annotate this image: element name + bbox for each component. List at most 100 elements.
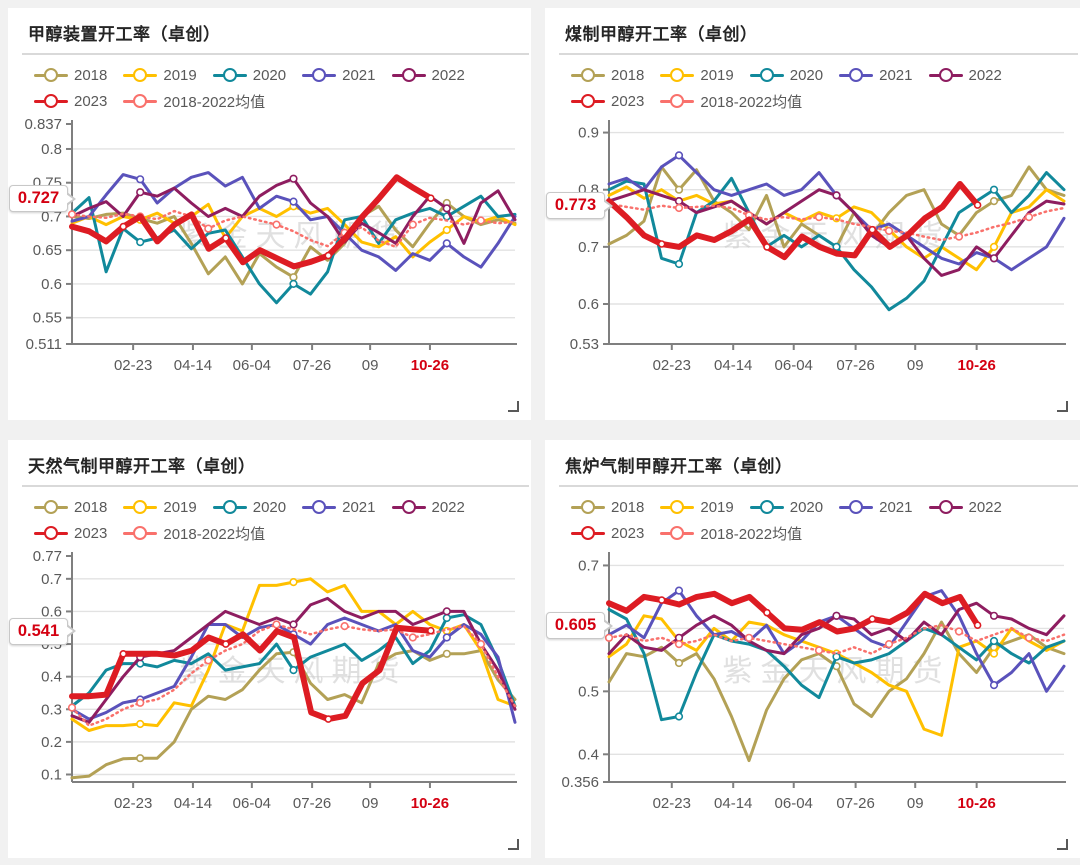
series-line-2018-2022均值[interactable] — [607, 202, 1066, 242]
legend-item-2021[interactable]: 2021 — [839, 67, 913, 84]
legend-item-2020[interactable]: 2020 — [212, 498, 287, 516]
series-line-2023[interactable] — [69, 624, 434, 723]
x-tick-label: 09 — [907, 795, 924, 812]
x-tick-label: 04-14 — [714, 357, 752, 374]
series-marker — [442, 239, 451, 248]
legend-item-2018[interactable]: 2018 — [34, 499, 107, 516]
legend-item-2022[interactable]: 2022 — [928, 498, 1002, 516]
legend-item-2023[interactable]: 2023 — [34, 93, 107, 110]
legend-item-2022[interactable]: 2022 — [391, 499, 465, 516]
legend-item-2021[interactable]: 2021 — [839, 499, 913, 516]
legend-item-2019[interactable]: 2019 — [123, 499, 197, 516]
resize-handle-icon[interactable] — [1057, 401, 1068, 412]
chart-area: 紫金天风期货 0.9 0.8 0.7 0.6 0.53 02-23 04-14 06-04 07-… — [545, 114, 1080, 420]
legend-item-2018-2022均值[interactable]: 2018-2022均值 — [123, 91, 265, 112]
legend-label: 2019 — [700, 498, 734, 516]
legend-label: 2021 — [342, 498, 376, 516]
legend-item-2020[interactable]: 2020 — [212, 67, 286, 84]
series-marker — [674, 658, 684, 668]
series-marker — [989, 254, 999, 263]
legend-label: 2022 — [968, 498, 1002, 516]
current-value-label: 0.773 — [546, 192, 613, 220]
legend-item-2018[interactable]: 2018 — [34, 67, 107, 84]
x-tick-label: 06-04 — [775, 357, 813, 374]
x-tick-label: 06-04 — [233, 357, 271, 374]
y-tick-label: 0.6 — [578, 296, 599, 313]
legend-marker-icon — [391, 500, 426, 514]
resize-handle-icon[interactable] — [1057, 839, 1068, 850]
series-marker — [324, 251, 333, 260]
legend-marker-icon — [839, 68, 874, 82]
legend-item-2021[interactable]: 2021 — [302, 498, 376, 516]
legend-item-2018[interactable]: 2018 — [571, 67, 644, 84]
series-marker — [136, 175, 145, 184]
series-marker — [604, 633, 614, 642]
legend-label: 2020 — [252, 498, 287, 516]
legend-label: 2018-2022均值 — [163, 93, 266, 111]
x-tick-label: 06-04 — [233, 795, 271, 812]
legend-label: 2018-2022均值 — [700, 93, 803, 111]
series-marker — [340, 621, 349, 631]
legend-item-2018-2022均值[interactable]: 2018-2022均值 — [660, 523, 802, 544]
legend-label: 2018-2022均值 — [163, 525, 266, 543]
legend-marker-icon — [928, 500, 963, 514]
series-marker — [868, 615, 877, 623]
series-marker — [868, 225, 877, 234]
series-marker — [763, 608, 771, 617]
series-line-2018-2022均值[interactable] — [607, 623, 1066, 655]
series-marker — [954, 627, 964, 636]
series-line-2018-2022均值[interactable] — [70, 209, 517, 249]
legend-marker-icon — [34, 94, 68, 108]
legend-row: 2023 2018-2022均值 — [571, 88, 1080, 114]
legend-item-2023[interactable]: 2023 — [34, 525, 107, 542]
legend-item-2019[interactable]: 2019 — [660, 67, 734, 84]
legend-item-2022[interactable]: 2022 — [928, 67, 1002, 84]
resize-handle-icon[interactable] — [508, 839, 519, 850]
legend-marker-icon — [212, 500, 247, 514]
resize-handle-icon[interactable] — [508, 401, 519, 412]
legend: 2018 2019 2020 2021 2022 2023 2018-2022均值 — [571, 494, 1080, 546]
legend-item-2019[interactable]: 2019 — [660, 498, 734, 516]
legend-item-2023[interactable]: 2023 — [571, 93, 644, 110]
legend-item-2020[interactable]: 2020 — [749, 499, 823, 516]
y-tick-label: 0.9 — [578, 125, 599, 142]
legend-item-2023[interactable]: 2023 — [571, 525, 644, 542]
series-marker — [442, 633, 451, 642]
series-line-2023[interactable] — [606, 590, 981, 635]
y-tick-label: 0.4 — [41, 669, 62, 686]
series-line-2023[interactable] — [69, 174, 434, 270]
y-tick-label: 0.356 — [561, 774, 599, 791]
chart-canvas: 紫金天风期货0.70.60.50.40.35602-2304-1406-0407… — [561, 552, 1066, 812]
legend-item-2021[interactable]: 2021 — [302, 67, 376, 84]
series-marker — [222, 640, 230, 648]
series-line-2018-2022均值[interactable] — [70, 623, 517, 727]
current-value-label: 0.727 — [9, 185, 76, 213]
series-marker — [408, 220, 417, 229]
legend-marker-icon — [660, 500, 695, 514]
chart-panel-coke-oven-gas-methanol: 焦炉气制甲醇开工率（卓创） 2018 2019 2020 2021 2022 2023 20… — [545, 440, 1080, 858]
series-marker — [1024, 633, 1034, 642]
series-marker — [989, 242, 999, 251]
y-tick-label: 0.7 — [41, 208, 62, 225]
series-marker — [119, 222, 128, 231]
legend-marker-icon — [571, 68, 605, 82]
legend-label: 2019 — [163, 66, 197, 84]
x-tick-label: 07-26 — [293, 357, 331, 374]
legend-item-2019[interactable]: 2019 — [123, 66, 197, 84]
legend-item-2018[interactable]: 2018 — [571, 499, 644, 516]
legend-item-2020[interactable]: 2020 — [749, 66, 824, 84]
legend-label: 2018 — [74, 498, 108, 516]
series-line-2023[interactable] — [606, 181, 981, 261]
legend-item-2022[interactable]: 2022 — [391, 67, 465, 84]
legend-marker-icon — [34, 68, 68, 82]
legend-row: 2023 2018-2022均值 — [571, 520, 1080, 546]
legend-item-2018-2022均值[interactable]: 2018-2022均值 — [660, 91, 802, 112]
legend-item-2018-2022均值[interactable]: 2018-2022均值 — [123, 523, 265, 544]
legend-label: 2020 — [789, 66, 824, 84]
current-value-text: 0.727 — [17, 189, 60, 208]
series-marker — [67, 210, 77, 219]
y-tick-label: 0.2 — [41, 734, 62, 751]
chart-area: 紫金天风期货0.770.70.60.50.40.30.20.102-2304-1… — [8, 546, 531, 858]
